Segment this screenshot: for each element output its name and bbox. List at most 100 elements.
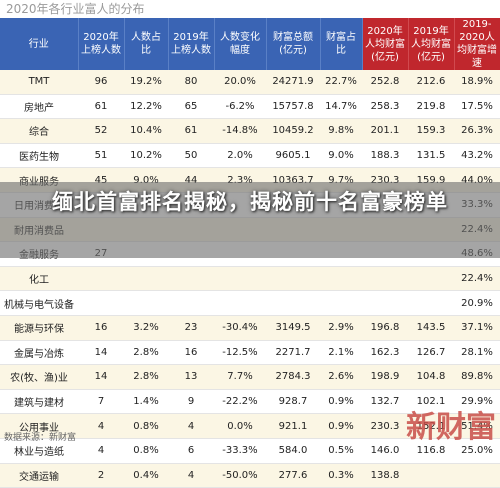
value-cell: 9 bbox=[168, 389, 214, 415]
value-cell: 4 bbox=[168, 413, 214, 439]
value-cell: 9605.1 bbox=[266, 143, 320, 169]
value-cell: 584.0 bbox=[266, 438, 320, 464]
value-cell: 14.7% bbox=[320, 94, 362, 120]
value-cell: 2.0% bbox=[214, 143, 266, 169]
value-cell: 0.8% bbox=[124, 438, 168, 464]
value-cell: 0.9% bbox=[320, 389, 362, 415]
value-cell: 2 bbox=[78, 463, 124, 488]
column-header: 财富占比 bbox=[320, 18, 363, 70]
page-title: 2020年各行业富人的分布 bbox=[6, 2, 145, 16]
industry-cell: 交通运输 bbox=[0, 463, 78, 488]
value-cell: 96 bbox=[78, 70, 124, 95]
value-cell: 2.9% bbox=[320, 315, 362, 341]
table-row: 农(牧、渔)业 14 2.8% 13 7.7% 2784.3 2.6% 198.9 104.8 8… bbox=[0, 364, 500, 390]
value-cell: 258.3 bbox=[362, 94, 408, 120]
value-cell bbox=[362, 266, 408, 292]
value-cell: 2.1% bbox=[320, 340, 362, 366]
value-cell: 0.4% bbox=[124, 463, 168, 488]
value-cell: 132.7 bbox=[362, 389, 408, 415]
industry-cell: 医药生物 bbox=[0, 143, 78, 169]
headline-text: 缅北首富排名揭秘，揭秘前十名富豪榜单 bbox=[52, 190, 448, 214]
value-cell: 198.9 bbox=[362, 364, 408, 390]
industry-cell: 农(牧、渔)业 bbox=[0, 364, 78, 390]
industry-cell: 综合 bbox=[0, 118, 78, 144]
value-cell: 0.9% bbox=[320, 413, 362, 439]
value-cell: 26.3% bbox=[454, 118, 500, 144]
value-cell: 10.4% bbox=[124, 118, 168, 144]
table-row: 能源与环保 16 3.2% 23 -30.4% 3149.5 2.9% 196.8 143.5 3… bbox=[0, 315, 500, 341]
value-cell: 2271.7 bbox=[266, 340, 320, 366]
value-cell: 4 bbox=[78, 438, 124, 464]
value-cell bbox=[320, 290, 362, 316]
value-cell: 2.8% bbox=[124, 340, 168, 366]
value-cell: 16 bbox=[78, 315, 124, 341]
value-cell bbox=[78, 290, 124, 316]
value-cell bbox=[124, 266, 168, 292]
value-cell: 20.0% bbox=[214, 70, 266, 95]
column-header: 2019年人均财富(亿元) bbox=[408, 18, 455, 70]
table-header-row: 行业 2020年上榜人数 人数占比 2019年上榜人数 人数变化幅度 财富总额(亿元) 财富… bbox=[0, 18, 500, 70]
value-cell: -33.3% bbox=[214, 438, 266, 464]
value-cell: 61 bbox=[168, 118, 214, 144]
value-cell: 20.9% bbox=[454, 290, 500, 316]
value-cell bbox=[214, 290, 266, 316]
table-row: TMT 96 19.2% 80 20.0% 24271.9 22.7% 252.8 212.6 1… bbox=[0, 70, 500, 95]
column-header: 人数变化幅度 bbox=[214, 18, 267, 70]
table-row: 化工 22.4% bbox=[0, 266, 500, 292]
column-header: 2020年人均财富(亿元) bbox=[362, 18, 409, 70]
value-cell: 9.8% bbox=[320, 118, 362, 144]
value-cell bbox=[214, 266, 266, 292]
value-cell: 15757.8 bbox=[266, 94, 320, 120]
table-row: 综合 52 10.4% 61 -14.8% 10459.2 9.8% 201.1 159.3 26… bbox=[0, 118, 500, 144]
table-row: 交通运输 2 0.4% 4 -50.0% 277.6 0.3% 138.8 bbox=[0, 463, 500, 488]
value-cell bbox=[408, 266, 454, 292]
value-cell: 29.9% bbox=[454, 389, 500, 415]
value-cell: 65 bbox=[168, 94, 214, 120]
value-cell: 0.8% bbox=[124, 413, 168, 439]
value-cell: 104.8 bbox=[408, 364, 454, 390]
value-cell: 14 bbox=[78, 364, 124, 390]
column-header: 2019年上榜人数 bbox=[168, 18, 215, 70]
value-cell: 10459.2 bbox=[266, 118, 320, 144]
value-cell: 10.2% bbox=[124, 143, 168, 169]
value-cell: 28.1% bbox=[454, 340, 500, 366]
value-cell: 146.0 bbox=[362, 438, 408, 464]
value-cell: 12.2% bbox=[124, 94, 168, 120]
value-cell: 6 bbox=[168, 438, 214, 464]
value-cell bbox=[266, 290, 320, 316]
value-cell: -22.2% bbox=[214, 389, 266, 415]
column-header: 2020年上榜人数 bbox=[78, 18, 125, 70]
value-cell: 4 bbox=[78, 413, 124, 439]
table-row: 公用事业 4 0.8% 4 0.0% 921.1 0.9% 230.3 152.1 51.4% bbox=[0, 413, 500, 439]
value-cell: 0.0% bbox=[214, 413, 266, 439]
value-cell: 196.8 bbox=[362, 315, 408, 341]
value-cell: 928.7 bbox=[266, 389, 320, 415]
value-cell: 24271.9 bbox=[266, 70, 320, 95]
value-cell: 43.2% bbox=[454, 143, 500, 169]
value-cell: 17.5% bbox=[454, 94, 500, 120]
value-cell: 0.5% bbox=[320, 438, 362, 464]
table-row: 医药生物 51 10.2% 50 2.0% 9605.1 9.0% 188.3 131.5 43.… bbox=[0, 143, 500, 169]
value-cell: 188.3 bbox=[362, 143, 408, 169]
value-cell: 277.6 bbox=[266, 463, 320, 488]
value-cell: 50 bbox=[168, 143, 214, 169]
table-row: 机械与电气设备 20.9% bbox=[0, 290, 500, 316]
value-cell: 61 bbox=[78, 94, 124, 120]
industry-cell: 能源与环保 bbox=[0, 315, 78, 341]
value-cell: 22.4% bbox=[454, 266, 500, 292]
table-row: 房地产 61 12.2% 65 -6.2% 15757.8 14.7% 258.3 219.8 1… bbox=[0, 94, 500, 120]
value-cell: 162.3 bbox=[362, 340, 408, 366]
value-cell bbox=[124, 290, 168, 316]
value-cell: 18.9% bbox=[454, 70, 500, 95]
column-header: 行业 bbox=[0, 18, 79, 70]
value-cell: 0.3% bbox=[320, 463, 362, 488]
industry-cell: 化工 bbox=[0, 266, 78, 292]
industry-cell: 建筑与建材 bbox=[0, 389, 78, 415]
value-cell: 9.0% bbox=[320, 143, 362, 169]
value-cell: 252.8 bbox=[362, 70, 408, 95]
value-cell: -14.8% bbox=[214, 118, 266, 144]
value-cell: 143.5 bbox=[408, 315, 454, 341]
value-cell: 4 bbox=[168, 463, 214, 488]
table-row: 金属与冶炼 14 2.8% 16 -12.5% 2271.7 2.1% 162.3 126.7 2… bbox=[0, 340, 500, 366]
value-cell: 201.1 bbox=[362, 118, 408, 144]
